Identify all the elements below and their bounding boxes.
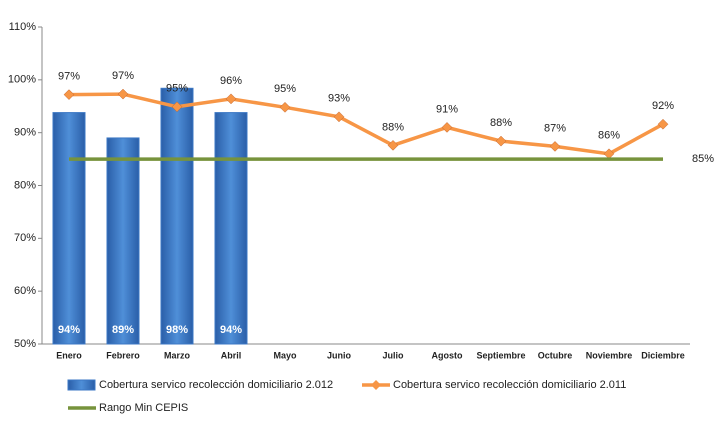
y-tick-label: 90% [14,127,36,139]
x-tick-label: Junio [327,350,352,360]
bar-value-label: 94% [220,324,242,336]
bar-value-label: 94% [58,324,80,336]
x-tick-label: Julio [382,350,404,360]
bar-value-label: 98% [166,324,188,336]
line [68,92,664,156]
bar [160,87,194,345]
y-tick-label: 110% [9,21,37,33]
bar-value-label: 89% [112,324,134,336]
y-tick-label: 100% [8,74,36,86]
data-label: 87% [544,122,566,134]
marker [387,139,399,151]
x-tick-label: Abril [221,350,242,360]
legend-swatch [67,379,96,391]
marker [333,111,345,123]
data-label: 86% [598,130,620,142]
data-label: 85% [692,153,714,165]
y-tick-label: 50% [14,338,36,350]
marker [279,101,291,113]
data-label: 95% [274,83,296,95]
data-label: 97% [58,71,80,83]
marker [63,89,75,100]
x-tick-label: Mayo [273,350,297,360]
data-label: 88% [382,121,404,133]
bar [52,112,86,345]
x-tick-label: Marzo [164,350,191,360]
x-tick-label: Noviembre [586,350,633,360]
y-tick-label: 80% [14,179,36,191]
data-label: 91% [436,103,458,115]
data-label: 93% [328,93,350,105]
legend-label: Cobertura servico recolección domiciliar… [99,379,333,391]
data-label: 96% [220,75,242,87]
marker [117,88,129,100]
bar [106,137,140,345]
data-label: 95% [166,83,188,95]
x-tick-label: Febrero [106,350,140,360]
data-label: 97% [112,70,134,82]
y-tick-label: 70% [14,232,36,244]
bar [214,112,248,345]
marker [171,101,183,113]
data-label: 92% [652,100,674,112]
x-tick-label: Septiembre [476,350,525,360]
data-label: 88% [490,117,512,129]
marker [657,118,669,130]
marker [495,135,507,147]
marker [225,93,237,105]
x-tick-label: Octubre [538,350,573,360]
x-tick-label: Enero [56,350,82,360]
legend-label: Rango Min CEPIS [99,402,188,414]
marker [549,141,561,152]
x-tick-label: Agosto [432,350,463,360]
x-tick-label: Diciembre [641,350,685,360]
legend-label: Cobertura servico recolección domiciliar… [393,379,626,391]
y-tick-label: 60% [14,285,36,297]
legend-marker [371,380,381,390]
marker [441,122,453,133]
